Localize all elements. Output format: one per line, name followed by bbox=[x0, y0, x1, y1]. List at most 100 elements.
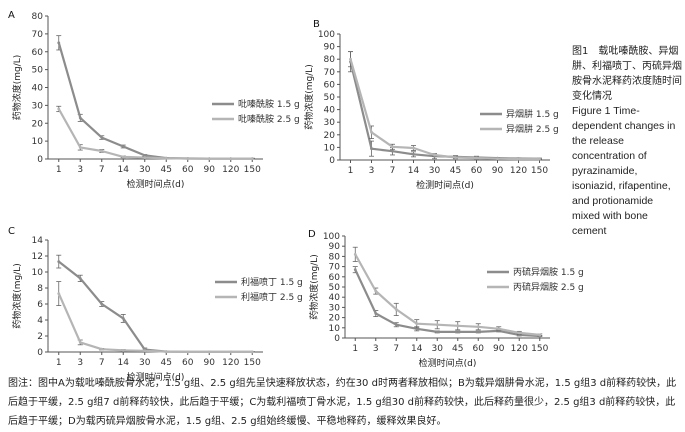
chart-c-x-tick-label: 1 bbox=[56, 358, 62, 368]
chart-d-x-tick-label: 60 bbox=[473, 344, 485, 354]
chart-d-series-2 bbox=[352, 246, 543, 337]
panel-d-letter: D bbox=[308, 229, 316, 240]
chart-a-y-axis-title: 药物浓度(mg/L) bbox=[11, 55, 23, 121]
chart-a-data-point bbox=[57, 107, 61, 111]
chart-a-legend-label: 吡嗪酰胺 1.5 g bbox=[238, 98, 300, 110]
chart-c-x-tick-label: 14 bbox=[118, 358, 130, 368]
chart-a-data-point bbox=[100, 149, 104, 153]
chart-b-data-point bbox=[538, 157, 541, 161]
chart-b-x-axis-title: 检测时间点(d) bbox=[416, 179, 474, 191]
chart-b-data-point bbox=[370, 147, 373, 151]
chart-d-legend-label: 丙硫异烟胺 1.5 g bbox=[513, 266, 584, 278]
chart-d-data-point bbox=[476, 325, 480, 329]
chart-d-x-tick-label: 7 bbox=[393, 344, 399, 354]
chart-b-data-point bbox=[475, 156, 478, 160]
chart-c-data-point bbox=[143, 349, 147, 353]
chart-d-data-point bbox=[353, 252, 357, 256]
chart-d-y-tick-label: 20 bbox=[329, 314, 341, 324]
chart-c-data-point bbox=[121, 317, 125, 320]
chart-a-y-tick-label: 10 bbox=[32, 137, 44, 147]
panel-a-letter: A bbox=[8, 10, 15, 21]
chart-c-data-point bbox=[78, 341, 82, 344]
chart-d-y-tick-label: 50 bbox=[329, 283, 341, 293]
chart-b-data-point bbox=[370, 130, 373, 134]
chart-a-x-tick-label: 7 bbox=[99, 165, 105, 175]
chart-c-data-point bbox=[207, 350, 211, 354]
chart-d-data-point bbox=[415, 322, 419, 326]
chart-a-x-tick-label: 3 bbox=[77, 165, 83, 175]
chart-a-x-tick-label: 45 bbox=[161, 165, 172, 175]
chart-d-x-tick-label: 30 bbox=[432, 344, 444, 354]
chart-c-data-point bbox=[186, 350, 190, 354]
chart-d-legend-label: 丙硫异烟胺 2.5 g bbox=[513, 281, 584, 293]
chart-d-y-tick-label: 70 bbox=[329, 263, 341, 273]
chart-d-y-tick-label: 60 bbox=[329, 273, 341, 283]
chart-b-data-point bbox=[391, 145, 394, 149]
chart-d-data-point bbox=[456, 324, 460, 328]
chart-a-x-tick-label: 120 bbox=[222, 165, 239, 175]
chart-a-x-tick-label: 1 bbox=[56, 165, 62, 175]
chart-c-x-axis-title: 检测时间点(d) bbox=[127, 371, 185, 383]
chart-b-data-point bbox=[496, 157, 499, 161]
chart-b-series-line bbox=[349, 58, 540, 161]
chart-c-data-point bbox=[229, 350, 233, 354]
chart-c-x-tick-label: 3 bbox=[77, 358, 83, 368]
chart-a-series-line bbox=[57, 42, 253, 160]
chart-a-x-tick-label: 14 bbox=[118, 165, 130, 175]
chart-a-y-tick-label: 30 bbox=[32, 101, 44, 111]
chart-b-x-tick-label: 1 bbox=[348, 166, 354, 176]
chart-b-series-1 bbox=[348, 51, 542, 161]
chart-d-data-point bbox=[374, 289, 378, 293]
chart-panel-d: D 0 10 20 30 40 50 60 70 80 90 100 1 3 7 14 30 45 60 90 120 1… bbox=[300, 226, 585, 371]
chart-b-y-axis-title: 药物浓度(mg/L) bbox=[303, 64, 315, 130]
chart-b-data-point bbox=[349, 57, 352, 61]
chart-d-x-tick-label: 14 bbox=[411, 344, 423, 354]
chart-c-y-tick-label: 8 bbox=[37, 284, 43, 294]
chart-a-data-point bbox=[121, 155, 125, 159]
chart-b-x-tick-label: 45 bbox=[450, 166, 461, 176]
chart-a-legend-label: 吡嗪酰胺 2.5 g bbox=[238, 113, 300, 125]
chart-c-x-tick-label: 90 bbox=[204, 358, 216, 368]
chart-d-data-point bbox=[374, 312, 378, 315]
chart-d-y-axis-title: 药物浓度(mg/L) bbox=[308, 254, 320, 320]
chart-b-series-2 bbox=[348, 51, 542, 161]
chart-d-series-line bbox=[354, 269, 540, 338]
chart-b-legend-label: 异烟肼 2.5 g bbox=[506, 123, 559, 135]
chart-d-data-point bbox=[394, 308, 398, 311]
chart-b-y-tick-label: 50 bbox=[324, 93, 336, 103]
chart-d-data-point bbox=[456, 330, 460, 334]
chart-b-y-tick-label: 10 bbox=[324, 143, 336, 153]
chart-a-y-tick-label: 50 bbox=[32, 66, 44, 76]
chart-d-data-point bbox=[435, 330, 439, 334]
chart-b-data-point bbox=[412, 152, 415, 156]
chart-a-x-tick-label: 30 bbox=[139, 165, 151, 175]
chart-b-data-point bbox=[412, 146, 415, 150]
chart-a-x-tick-label: 150 bbox=[244, 165, 261, 175]
chart-b-x-tick-label: 60 bbox=[471, 166, 483, 176]
chart-c-y-tick-label: 10 bbox=[32, 268, 44, 278]
chart-d-data-point bbox=[538, 333, 542, 337]
chart-a-x-tick-label: 90 bbox=[204, 165, 216, 175]
figure-caption: 图1 载吡嗪酰胺、异烟肼、利福喷丁、丙硫异烟胺骨水泥释药浓度随时间变化情况 Fi… bbox=[572, 44, 684, 239]
chart-d-x-tick-label: 120 bbox=[511, 344, 528, 354]
chart-a-x-tick-label: 60 bbox=[182, 165, 194, 175]
chart-b-y-tick-label: 30 bbox=[324, 118, 336, 128]
panel-b-letter: B bbox=[313, 19, 320, 30]
chart-a-data-point bbox=[78, 145, 82, 149]
chart-a-y-tick-label: 70 bbox=[32, 30, 44, 40]
chart-a-svg: A 0 10 20 30 40 50 60 70 80 1 3 7 14 30 45 60 90 120 150 检测时… bbox=[8, 10, 300, 190]
chart-c-y-tick-label: 6 bbox=[37, 300, 43, 310]
chart-b-x-tick-label: 90 bbox=[492, 166, 504, 176]
chart-c-y-axis-title: 药物浓度(mg/L) bbox=[11, 263, 23, 329]
chart-b-x-tick-label: 7 bbox=[390, 166, 396, 176]
chart-b-x-tick-label: 30 bbox=[429, 166, 441, 176]
chart-c-data-point bbox=[164, 350, 168, 353]
chart-a-y-tick-label: 0 bbox=[37, 155, 43, 165]
chart-d-y-tick-label: 40 bbox=[329, 293, 341, 303]
chart-c-data-point bbox=[121, 349, 125, 352]
chart-c-y-tick-label: 4 bbox=[37, 316, 43, 326]
chart-d-x-tick-label: 150 bbox=[531, 344, 548, 354]
chart-b-y-tick-label: 20 bbox=[324, 131, 336, 141]
chart-c-data-point bbox=[100, 302, 104, 306]
chart-c-x-tick-label: 150 bbox=[244, 358, 261, 368]
